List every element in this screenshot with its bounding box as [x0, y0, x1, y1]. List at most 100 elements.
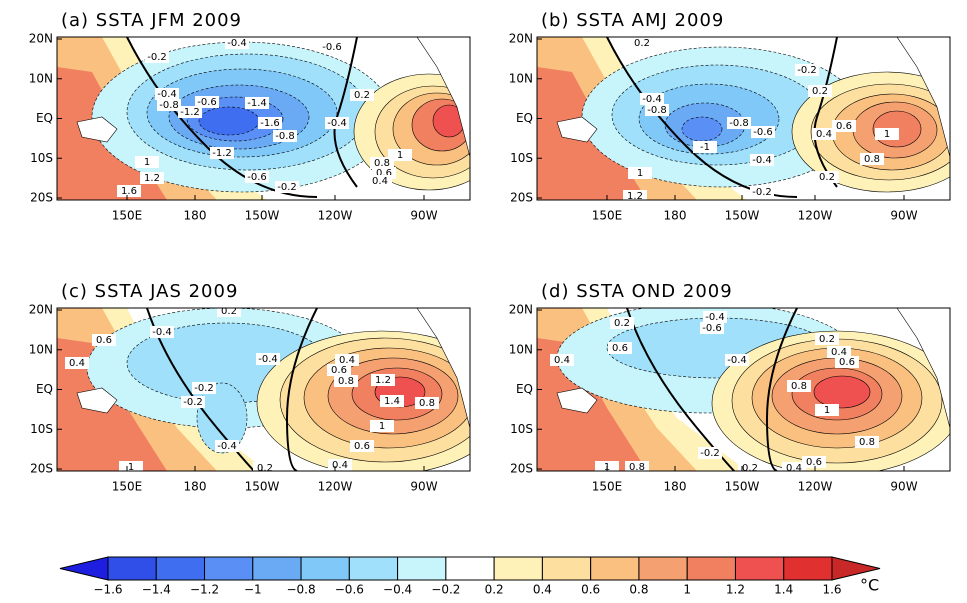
contour-label: -0.4: [157, 89, 177, 100]
colorbar-label: 0.6: [581, 583, 600, 597]
label-bg: [217, 308, 241, 317]
label-bg: [727, 117, 751, 129]
contour-label: 0.6: [836, 121, 852, 132]
contour-label: 0.4: [786, 463, 802, 474]
label-bg: [140, 172, 164, 184]
label-bg: [328, 459, 352, 471]
contour-label: -0.4: [642, 94, 662, 105]
colorbar-swatch: [252, 556, 302, 581]
contour-label: 0.8: [864, 154, 880, 165]
contour-label: 0.2: [354, 90, 370, 101]
label-bg: [65, 357, 89, 369]
label-bg: [645, 104, 669, 116]
contour-label: -0.8: [159, 100, 179, 111]
panel-title: (d) SSTA OND 2009: [541, 281, 733, 302]
lat-label: 10S: [510, 422, 533, 436]
contour-label: 0.6: [839, 357, 855, 368]
lon-label: 120W: [798, 209, 833, 223]
contour-label: 0.4: [831, 347, 847, 358]
label-bg: [253, 462, 277, 471]
lon-label: 150E: [112, 480, 143, 494]
colorbar-end: [59, 556, 109, 581]
label-bg: [370, 420, 394, 432]
contour-label: -0.2: [752, 187, 772, 198]
colorbar-swatch: [783, 556, 833, 581]
label-bg: [787, 380, 811, 392]
label-bg: [835, 356, 859, 368]
contour-label: -0.4: [727, 355, 747, 366]
contour-label: 0.8: [859, 437, 875, 448]
colorbar-label: −1.2: [190, 583, 219, 597]
colorbar-end: [831, 556, 881, 581]
label-bg: [192, 382, 216, 394]
colorbar-label: −1.6: [93, 583, 122, 597]
colorbar-swatch: [397, 556, 447, 581]
label-bg: [320, 41, 344, 53]
label-bg: [738, 462, 762, 471]
label-bg: [275, 181, 299, 193]
label-bg: [415, 397, 439, 409]
contour-label: -0.8: [647, 105, 667, 116]
label-bg: [335, 354, 359, 366]
lat-label: 20N: [29, 303, 53, 317]
contour-label: -0.4: [217, 441, 237, 452]
contour-label: 0.4: [69, 358, 85, 369]
label-bg: [181, 396, 205, 408]
contour-label: 0.2: [819, 334, 835, 345]
label-bg: [210, 147, 234, 159]
colorbar-label: −0.2: [431, 583, 460, 597]
contour-label: 0.8: [338, 376, 354, 387]
contour-label: -0.6: [247, 172, 267, 183]
contour-label: -0.2: [194, 383, 214, 394]
panel-title: (b) SSTA AMJ 2009: [541, 10, 724, 31]
contour-label: -1.2: [180, 107, 200, 118]
contour-label: 0.6: [806, 457, 822, 468]
map-panel: 0.2-0.4-0.60.40.6-0.40.20.40.60.810.80.6…: [537, 308, 950, 474]
label-bg: [145, 51, 169, 63]
label-bg: [860, 153, 884, 165]
label-bg: [325, 117, 349, 129]
contour-label: 0.2: [614, 318, 630, 329]
colorbar-label: −0.6: [335, 583, 364, 597]
label-bg: [698, 447, 722, 459]
lat-label: 20N: [509, 303, 533, 317]
contour-label: 1.2: [627, 191, 643, 202]
label-bg: [334, 375, 358, 387]
colorbar-label: 1: [683, 583, 691, 597]
map-panel: -0.4 -0.6-0.2-0.4-0.8-1.2-0.6 -1.4-1.6-0.8…: [57, 37, 470, 200]
field: 0.2-0.4-0.60.40.6-0.40.20.40.60.810.80.6…: [537, 308, 950, 474]
lat-label: 20N: [29, 32, 53, 46]
colorbar-label: 1.6: [822, 583, 841, 597]
contour-label: 0.4: [332, 460, 348, 471]
map-panel: 0.2-0.2-0.4-0.80.2-0.8-0.60.60.4 1-1-0.4 0…: [537, 37, 950, 202]
label-bg: [258, 117, 282, 129]
lon-label: 90W: [890, 209, 917, 223]
colorbar-label: 0.2: [485, 583, 504, 597]
contour-label: -0.6: [753, 127, 773, 138]
anomaly: [198, 106, 260, 136]
label-bg: [640, 93, 664, 105]
label-bg: [623, 190, 647, 200]
field: 0.2-0.40.60.4 -0.4-0.2-0.20.40.60.8 1.21.4…: [57, 308, 470, 474]
colorbar-swatch: [348, 556, 399, 581]
colorbar-label: 1.2: [726, 583, 745, 597]
contour-label: 0.2: [257, 463, 273, 474]
label-bg: [832, 120, 856, 132]
colorbar-label: 0.4: [533, 583, 552, 597]
panel-title: (c) SSTA JAS 2009: [61, 281, 238, 302]
contour-label: 1: [128, 462, 134, 473]
lon-label: 120W: [318, 209, 353, 223]
lat-label: 10S: [510, 151, 533, 165]
contour-label: 0.8: [419, 398, 435, 409]
lat-label: EQ: [36, 111, 53, 125]
label-bg: [380, 395, 404, 407]
label-bg: [371, 374, 395, 386]
colorbar-swatch: [155, 556, 206, 581]
contour-label: -0.4: [705, 312, 725, 323]
label-bg: [225, 37, 249, 49]
contour-label: 0.8: [629, 462, 645, 473]
label-bg: [135, 156, 159, 168]
label-bg: [703, 311, 727, 323]
contour-label: 0.2: [812, 86, 828, 97]
